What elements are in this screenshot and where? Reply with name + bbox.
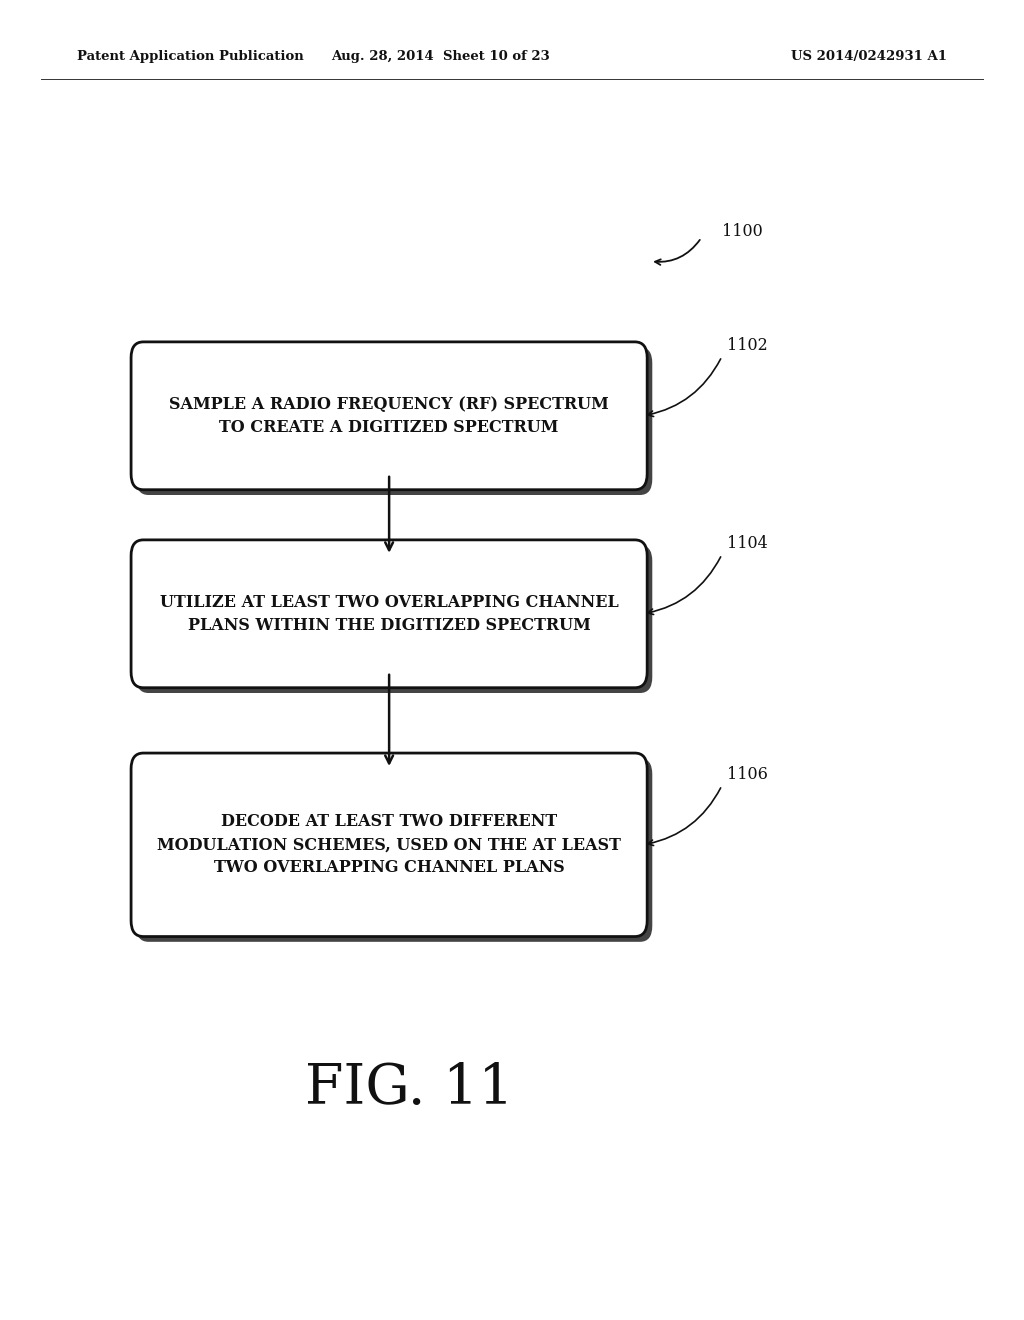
Text: FIG. 11: FIG. 11 xyxy=(305,1061,514,1117)
FancyBboxPatch shape xyxy=(131,752,647,937)
Text: 1102: 1102 xyxy=(727,338,768,354)
FancyBboxPatch shape xyxy=(136,545,652,693)
Text: 1106: 1106 xyxy=(727,767,768,783)
Text: 1104: 1104 xyxy=(727,536,768,552)
FancyBboxPatch shape xyxy=(131,342,647,490)
Text: US 2014/0242931 A1: US 2014/0242931 A1 xyxy=(792,50,947,63)
Text: Patent Application Publication: Patent Application Publication xyxy=(77,50,303,63)
Text: SAMPLE A RADIO FREQUENCY (RF) SPECTRUM
TO CREATE A DIGITIZED SPECTRUM: SAMPLE A RADIO FREQUENCY (RF) SPECTRUM T… xyxy=(169,396,609,436)
Text: UTILIZE AT LEAST TWO OVERLAPPING CHANNEL
PLANS WITHIN THE DIGITIZED SPECTRUM: UTILIZE AT LEAST TWO OVERLAPPING CHANNEL… xyxy=(160,594,618,634)
Text: Aug. 28, 2014  Sheet 10 of 23: Aug. 28, 2014 Sheet 10 of 23 xyxy=(331,50,550,63)
Text: DECODE AT LEAST TWO DIFFERENT
MODULATION SCHEMES, USED ON THE AT LEAST
TWO OVERL: DECODE AT LEAST TWO DIFFERENT MODULATION… xyxy=(157,813,622,876)
Text: 1100: 1100 xyxy=(722,223,763,239)
FancyBboxPatch shape xyxy=(136,758,652,942)
FancyBboxPatch shape xyxy=(131,540,647,688)
FancyBboxPatch shape xyxy=(136,347,652,495)
